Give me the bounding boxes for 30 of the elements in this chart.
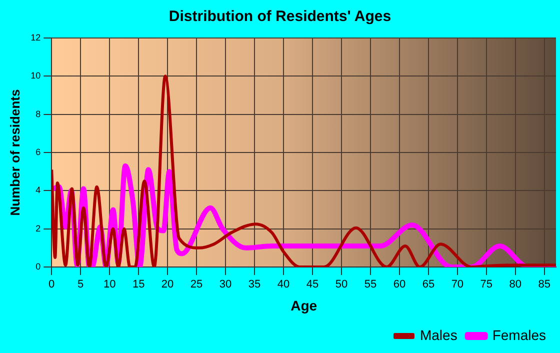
legend-label: Males xyxy=(420,326,458,343)
x-tick-label: 55 xyxy=(364,278,377,291)
x-tick-label: 0 xyxy=(48,278,55,291)
x-tick-label: 85 xyxy=(538,278,551,291)
y-tick-label: 0 xyxy=(36,261,41,272)
y-tick-label: 12 xyxy=(30,32,41,42)
y-tick-label: 10 xyxy=(30,70,41,81)
x-tick-label: 40 xyxy=(277,278,290,291)
x-tick-label: 80 xyxy=(509,278,522,291)
x-tick-label: 60 xyxy=(393,278,406,291)
y-axis-title: Number of residents xyxy=(7,89,22,216)
x-tick-label: 35 xyxy=(248,278,261,291)
x-tick-label: 50 xyxy=(335,278,348,291)
x-tick-label: 65 xyxy=(422,278,435,291)
x-tick-label: 75 xyxy=(480,278,493,291)
x-tick-label: 15 xyxy=(132,278,145,291)
x-tick-label: 30 xyxy=(219,278,232,291)
legend-label: Females xyxy=(492,326,546,343)
y-tick-label: 6 xyxy=(36,146,41,157)
chart-title: Distribution of Residents' Ages xyxy=(168,8,392,26)
y-tick-label: 2 xyxy=(36,223,41,234)
x-tick-label: 5 xyxy=(78,278,84,291)
x-axis-title: Age xyxy=(290,297,318,314)
x-tick-label: 45 xyxy=(306,278,319,291)
x-tick-label: 20 xyxy=(161,278,174,291)
x-tick-label: 25 xyxy=(190,278,203,291)
y-tick-label: 8 xyxy=(36,108,41,119)
x-tick-label: 10 xyxy=(103,278,116,291)
x-tick-label: 70 xyxy=(451,278,464,291)
y-tick-label: 4 xyxy=(36,185,41,196)
